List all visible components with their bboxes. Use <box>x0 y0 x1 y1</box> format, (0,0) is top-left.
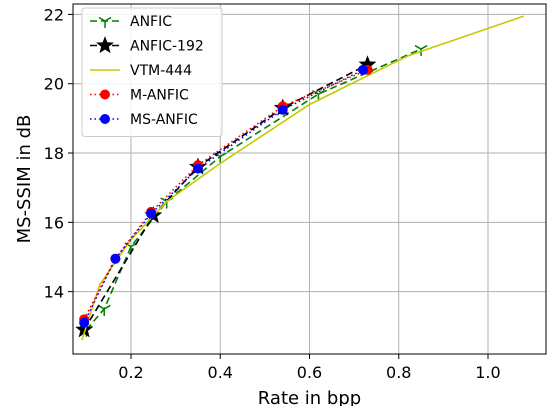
y-tick-label: 14 <box>44 283 64 302</box>
data-point <box>192 163 203 174</box>
legend-box <box>81 7 223 137</box>
data-point <box>213 152 227 164</box>
legend-label: M-ANFIC <box>130 88 189 104</box>
legend-item: MS-ANFIC <box>90 112 198 128</box>
legend-item: VTM-444 <box>90 63 192 79</box>
series-line <box>83 69 364 324</box>
data-point <box>96 36 114 54</box>
x-axis: 0.2 0.4 0.6 0.8 1.0 <box>118 354 501 382</box>
legend-label: MS-ANFIC <box>130 112 198 128</box>
y-tick-label: 18 <box>44 144 64 163</box>
series-layer <box>75 15 524 341</box>
y-axis: 14 16 18 20 22 <box>44 5 73 302</box>
series-ms-anfic <box>79 64 369 328</box>
data-point <box>277 104 288 115</box>
x-tick-label: 0.2 <box>118 363 143 382</box>
legend-label: ANFIC <box>130 14 172 30</box>
legend: ANFIC ANFIC-192 VTM-444 M-ANFIC MS-ANFIC <box>81 7 223 137</box>
y-axis-label: MS-SSIM in dB <box>14 115 35 244</box>
legend-label: ANFIC-192 <box>130 39 204 55</box>
data-point <box>110 253 121 264</box>
data-point <box>98 16 112 28</box>
x-tick-label: 0.8 <box>386 363 411 382</box>
x-axis-label: Rate in bpp <box>258 388 361 406</box>
data-point <box>79 317 90 328</box>
x-tick-label: 0.6 <box>297 363 322 382</box>
x-tick-label: 1.0 <box>475 363 500 382</box>
legend-item: ANFIC <box>90 14 172 30</box>
data-point <box>97 304 111 316</box>
y-tick-label: 20 <box>44 75 64 94</box>
legend-label: VTM-444 <box>130 63 192 79</box>
legend-item: M-ANFIC <box>90 88 189 104</box>
series-line <box>81 15 524 341</box>
data-point <box>100 89 110 100</box>
x-tick-label: 0.4 <box>208 363 233 382</box>
y-tick-label: 22 <box>44 5 64 24</box>
data-point <box>100 114 110 124</box>
series-line <box>83 69 368 320</box>
y-tick-label: 16 <box>44 213 64 232</box>
legend-item: ANFIC-192 <box>90 36 204 55</box>
data-point <box>414 44 428 57</box>
data-point <box>358 64 369 75</box>
series-vtm-444 <box>81 15 524 341</box>
data-point <box>146 208 157 219</box>
